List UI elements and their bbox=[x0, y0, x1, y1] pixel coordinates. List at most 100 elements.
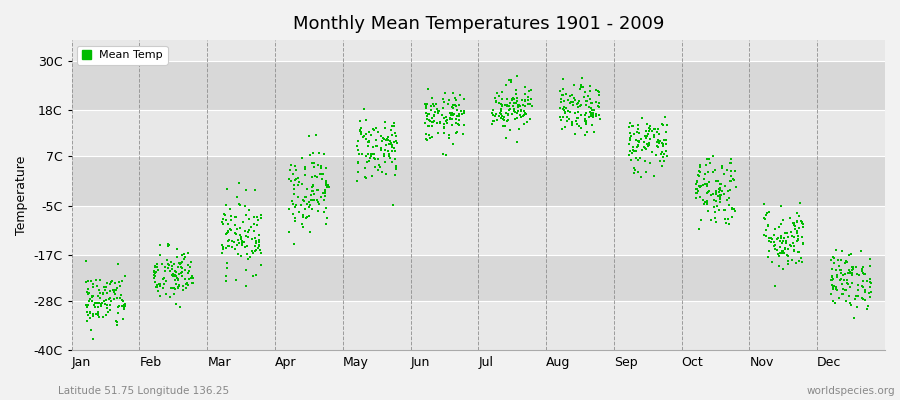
Point bbox=[314, 171, 328, 178]
Point bbox=[693, 184, 707, 190]
Point bbox=[362, 158, 376, 165]
Point bbox=[450, 113, 464, 119]
Point bbox=[639, 133, 653, 139]
Point bbox=[247, 213, 261, 220]
Point bbox=[457, 122, 472, 128]
Point bbox=[306, 183, 320, 189]
Point bbox=[156, 285, 170, 291]
Point bbox=[79, 318, 94, 324]
Point bbox=[182, 268, 196, 274]
Text: Latitude 51.75 Longitude 136.25: Latitude 51.75 Longitude 136.25 bbox=[58, 386, 230, 396]
Point bbox=[715, 165, 729, 171]
Point bbox=[652, 140, 666, 147]
Point bbox=[367, 156, 382, 162]
Point bbox=[702, 156, 716, 162]
Point bbox=[639, 168, 653, 175]
Point bbox=[390, 140, 404, 146]
Point bbox=[389, 165, 403, 172]
Point bbox=[228, 246, 242, 252]
Point bbox=[437, 125, 452, 131]
Point bbox=[305, 173, 320, 180]
Point bbox=[757, 201, 771, 207]
Point bbox=[112, 279, 126, 286]
Point bbox=[420, 111, 435, 117]
Point bbox=[439, 116, 454, 123]
Point bbox=[793, 218, 807, 224]
Point bbox=[418, 120, 432, 126]
Point bbox=[518, 111, 533, 118]
Point bbox=[248, 240, 263, 246]
Point bbox=[419, 116, 434, 123]
Point bbox=[591, 102, 606, 109]
Point bbox=[91, 310, 105, 317]
Point bbox=[708, 215, 723, 222]
Point bbox=[764, 235, 778, 242]
Point bbox=[494, 106, 508, 112]
Point bbox=[314, 164, 328, 171]
Point bbox=[707, 196, 722, 203]
Point bbox=[857, 270, 871, 277]
Point bbox=[178, 254, 193, 261]
Point bbox=[507, 106, 521, 112]
Point bbox=[316, 171, 330, 178]
Point bbox=[299, 193, 313, 200]
Point bbox=[422, 118, 436, 124]
Point bbox=[793, 199, 807, 206]
Legend: Mean Temp: Mean Temp bbox=[77, 46, 167, 65]
Point bbox=[167, 290, 182, 297]
Point bbox=[221, 228, 236, 235]
Point bbox=[420, 123, 435, 130]
Point bbox=[300, 214, 314, 220]
Point bbox=[573, 125, 588, 131]
Point bbox=[420, 137, 435, 144]
Point bbox=[95, 290, 110, 296]
Point bbox=[654, 148, 669, 155]
Point bbox=[103, 307, 117, 314]
Point bbox=[181, 270, 195, 276]
Point bbox=[361, 139, 375, 145]
Point bbox=[424, 106, 438, 113]
Point bbox=[623, 136, 637, 142]
Point bbox=[643, 123, 657, 130]
Point bbox=[232, 240, 247, 246]
Point bbox=[724, 214, 739, 220]
Point bbox=[647, 126, 662, 132]
Point bbox=[830, 274, 844, 280]
Point bbox=[500, 96, 514, 102]
Point bbox=[172, 281, 186, 288]
Point bbox=[698, 171, 712, 178]
Point bbox=[862, 294, 877, 300]
Point bbox=[700, 198, 715, 204]
Point bbox=[432, 108, 446, 114]
Point bbox=[500, 103, 514, 109]
Point bbox=[494, 112, 508, 119]
Point bbox=[377, 151, 392, 158]
Point bbox=[518, 102, 532, 109]
Bar bbox=[72, 156, 885, 206]
Point bbox=[659, 148, 673, 155]
Point bbox=[781, 234, 796, 241]
Point bbox=[158, 291, 173, 297]
Point bbox=[93, 295, 107, 302]
Point bbox=[173, 260, 187, 267]
Point bbox=[158, 275, 172, 282]
Point bbox=[578, 132, 592, 138]
Point bbox=[787, 242, 801, 249]
Point bbox=[239, 251, 254, 257]
Point bbox=[248, 243, 263, 250]
Point bbox=[558, 110, 572, 116]
Point bbox=[351, 159, 365, 165]
Point bbox=[83, 309, 97, 315]
Point bbox=[692, 162, 706, 168]
Point bbox=[312, 171, 327, 177]
Point bbox=[789, 230, 804, 236]
Point bbox=[86, 336, 100, 342]
Point bbox=[359, 131, 374, 137]
Point bbox=[359, 135, 374, 142]
Point bbox=[855, 266, 869, 272]
Point bbox=[720, 197, 734, 204]
Point bbox=[420, 86, 435, 92]
Point bbox=[640, 133, 654, 139]
Point bbox=[784, 229, 798, 235]
Point bbox=[584, 110, 598, 117]
